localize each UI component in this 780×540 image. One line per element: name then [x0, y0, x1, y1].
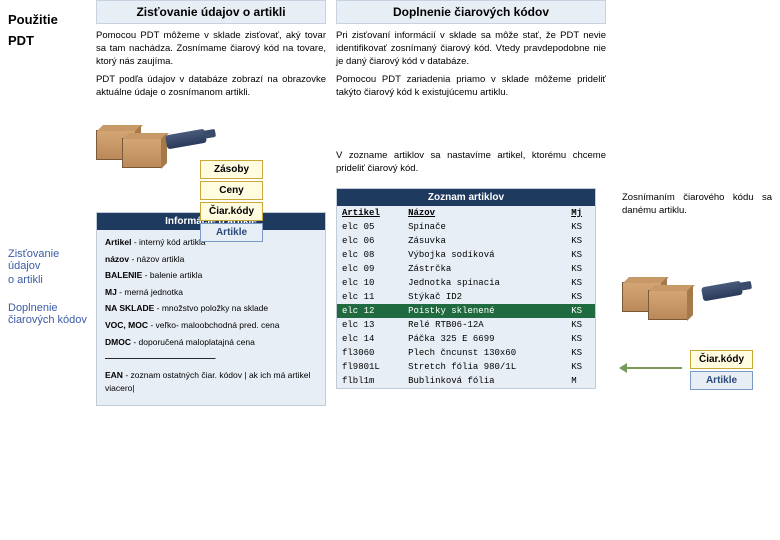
left-para-1: Pomocou PDT môžeme v sklade zisťovať, ak… [96, 30, 326, 68]
article-table: ArtikelNázovMjelc 05SpínačeKSelc 06Zásuv… [337, 206, 595, 388]
table-row[interactable]: elc 09ZástrčkaKS [337, 262, 595, 276]
mid-para-2: Pomocou PDT zariadenia priamo v sklade m… [336, 74, 606, 100]
tag-kody[interactable]: Čiar.kódy [200, 202, 263, 221]
info-row: DMOC - doporučená maloplatajná cena [105, 336, 317, 350]
boxes-scanner-image-2 [622, 264, 722, 334]
table-row[interactable]: elc 08Výbojka sodíkováKS [337, 248, 595, 262]
info-row: ————————————— [105, 352, 317, 366]
article-list-panel: Zoznam artiklov ArtikelNázovMjelc 05Spín… [336, 188, 596, 389]
right-tag-artikle[interactable]: Artikle [690, 371, 753, 390]
tag-ceny[interactable]: Ceny [200, 181, 263, 200]
table-row[interactable]: elc 10Jednotka spínaciaKS [337, 276, 595, 290]
info-row: BALENIE - balenie artikla [105, 269, 317, 283]
article-list-header: Zoznam artiklov [337, 189, 595, 206]
tag-zasoby[interactable]: Zásoby [200, 160, 263, 179]
mid-para-1: Pri zisťovaní informácií v sklade sa môž… [336, 30, 606, 68]
arrow-icon [622, 367, 682, 369]
left-header: Zisťovanie údajov o artikli [96, 0, 326, 24]
info-row: NA SKLADE - množstvo položky na sklade [105, 302, 317, 316]
left-para-2: PDT podľa údajov v databáze zobrazí na o… [96, 74, 326, 100]
sidebar-title: Použitie [8, 12, 88, 27]
info-row: MJ - merná jednotka [105, 286, 317, 300]
sidebar-link-2[interactable]: Doplnenie čiarových kódov [8, 302, 88, 326]
table-row[interactable]: elc 12Poistky sklenenéKS [337, 304, 595, 318]
right-tag-kody[interactable]: Čiar.kódy [690, 350, 753, 369]
table-row[interactable]: fl3060Plech čncunst 130x60KS [337, 346, 595, 360]
table-row[interactable]: elc 05SpínačeKS [337, 220, 595, 234]
sidebar-link-0[interactable]: Zisťovanie údajov [8, 248, 88, 272]
table-row[interactable]: flbl1mBublinková fóliaM [337, 374, 595, 388]
mid-header: Doplnenie čiarových kódov [336, 0, 606, 24]
info-row: názov - názov artikla [105, 253, 317, 267]
right-para-1: Zosnímaním čiarového kódu sa tento pride… [622, 192, 780, 218]
table-row[interactable]: elc 06ZásuvkaKS [337, 234, 595, 248]
info-row: VOC, MOC - veľko- maloobchodná pred. cen… [105, 319, 317, 333]
table-row[interactable]: elc 11Stýkač ID2KS [337, 290, 595, 304]
info-row: EAN - zoznam ostatných čiar. kódov | ak … [105, 369, 317, 396]
table-row[interactable]: elc 13Relé RTB06-12AKS [337, 318, 595, 332]
table-row[interactable]: fl9801LStretch fólia 980/1LKS [337, 360, 595, 374]
boxes-scanner-image [96, 112, 186, 172]
mid-para-3: V zozname artiklov sa nastavíme artikel,… [336, 150, 606, 176]
sidebar-subtitle: PDT [8, 33, 88, 48]
table-row[interactable]: elc 14Páčka 325 E 6699KS [337, 332, 595, 346]
sidebar-link-1[interactable]: o artikli [8, 274, 88, 286]
tag-artikle[interactable]: Artikle [200, 223, 263, 242]
tag-stack: Zásoby Ceny Čiar.kódy Artikle [200, 160, 263, 244]
